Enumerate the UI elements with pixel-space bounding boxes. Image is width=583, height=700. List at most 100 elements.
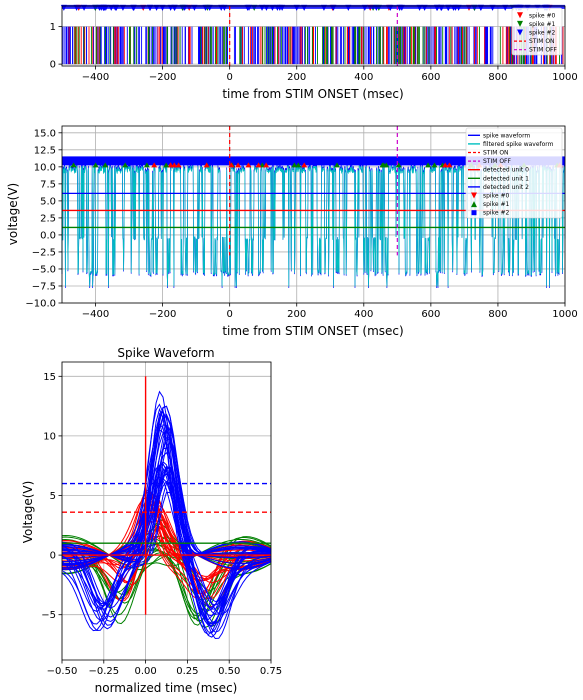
raster-ticks: −400 −200 0 200 400 600 800 1000 0 1	[50, 22, 578, 83]
spike-marker	[203, 162, 210, 168]
spike-marker	[245, 162, 252, 168]
spike-marker	[92, 162, 99, 168]
x-tick-label: 0.25	[176, 666, 198, 677]
spike-marker	[446, 162, 453, 168]
waveform-line	[61, 429, 272, 621]
spike-marker	[380, 162, 387, 168]
x-tick-label: −400	[82, 72, 109, 83]
legend-swatch	[517, 20, 523, 27]
waveform-traces	[61, 376, 272, 640]
spike-marker-band	[62, 156, 565, 166]
y-tick-label: 5.0	[40, 196, 56, 207]
y-tick-label: 12.5	[34, 145, 56, 156]
spike-marker	[151, 162, 158, 168]
waveform-ticks: −0.50 −0.25 0.00 0.25 0.50 0.75 −5 0 5 10 15	[41, 372, 282, 677]
legend-label: spike #1	[483, 201, 509, 208]
spike-marker	[70, 162, 77, 168]
y-tick-label: 1	[50, 22, 56, 33]
x-tick-label: 600	[421, 72, 440, 83]
y-tick-label: −5.0	[32, 264, 56, 275]
x-tick-label: 0.75	[260, 666, 282, 677]
legend-label: spike #2	[483, 210, 509, 217]
y-tick-label: 15.0	[34, 128, 56, 139]
spike-marker	[301, 162, 308, 168]
x-tick-label: 800	[488, 72, 507, 83]
y-tick-label: −5	[41, 610, 56, 621]
x-tick-label: 0.50	[218, 666, 240, 677]
legend-label: filtered spike waveform	[483, 141, 554, 148]
legend-swatch	[517, 12, 523, 19]
voltage-panel: −400 −200 0 200 400 600 800 1000 −10.0 −7.5 −5.0 −2…	[6, 125, 578, 338]
legend-swatch	[471, 192, 477, 199]
waveform-panel: −0.50 −0.25 0.00 0.25 0.50 0.75 −5 0 5 10 15 Spike…	[21, 346, 282, 695]
waveform-title: Spike Waveform	[117, 346, 214, 360]
legend-label: spike waveform	[483, 132, 530, 139]
waveform-line	[61, 464, 272, 615]
y-tick-label: 10	[43, 431, 56, 442]
y-tick-label: 0.0	[40, 230, 56, 241]
legend-label: detected unit 1	[483, 175, 529, 182]
waveform-line	[61, 407, 272, 624]
y-tick-label: −10.0	[25, 299, 56, 310]
x-tick-label: 400	[354, 72, 373, 83]
waveform-line	[62, 403, 272, 603]
spike-marker	[228, 162, 235, 168]
legend-label: spike #1	[529, 21, 555, 28]
spike-marker	[291, 162, 298, 168]
waveform-line	[61, 409, 272, 609]
y-tick-label: 0	[50, 551, 56, 562]
legend-label: STIM ON	[483, 150, 509, 157]
x-tick-label: −200	[149, 72, 176, 83]
x-tick-label: 400	[354, 309, 373, 320]
spike-marker	[431, 162, 438, 168]
legend-label: spike #0	[483, 193, 509, 200]
x-tick-label: −400	[82, 309, 109, 320]
waveform-line	[62, 463, 272, 612]
y-tick-label: 15	[43, 372, 56, 383]
spike-marker	[442, 162, 449, 168]
spike-marker	[295, 162, 302, 168]
waveform-line	[61, 480, 272, 610]
raster-xlabel: time from STIM ONSET (msec)	[222, 87, 403, 101]
y-tick-label: 5	[50, 491, 56, 502]
legend-box	[511, 7, 563, 56]
waveform-line	[62, 415, 272, 640]
legend-label: detected unit 0	[483, 167, 529, 174]
x-tick-label: 0	[226, 72, 232, 83]
x-tick-label: −200	[149, 309, 176, 320]
waveform-line	[61, 543, 272, 616]
waveform-line	[61, 405, 272, 632]
x-tick-label: 200	[287, 72, 306, 83]
y-tick-label: 7.5	[40, 179, 56, 190]
legend-label: STIM OFF	[529, 47, 558, 54]
spike-marker	[425, 162, 432, 168]
waveform-line	[61, 451, 272, 625]
spike-marker	[122, 162, 129, 168]
spike-marker	[143, 162, 150, 168]
spike-marker-band	[62, 4, 565, 9]
y-tick-label: −7.5	[32, 281, 56, 292]
spike-marker	[167, 162, 174, 168]
legend-label: spike #2	[529, 30, 555, 37]
x-tick-label: 1000	[552, 309, 577, 320]
spike-marker	[395, 162, 402, 168]
waveform-ylabel: Voltage(V)	[21, 481, 35, 544]
y-tick-label: −2.5	[32, 247, 56, 258]
spike-marker	[102, 162, 109, 168]
spike-marker	[163, 162, 170, 168]
voltage-ylabel: voltage(V)	[6, 183, 20, 245]
spike-marker	[235, 162, 242, 168]
raster-axes-frame	[61, 5, 566, 67]
spike-marker	[334, 162, 341, 168]
waveform-axes-frame	[61, 361, 272, 661]
y-tick-label: 2.5	[40, 213, 56, 224]
legend-swatch	[517, 29, 523, 36]
x-tick-label: 0.00	[134, 666, 156, 677]
x-tick-label: 1000	[552, 72, 577, 83]
spike-marker	[263, 162, 270, 168]
axes-frame	[61, 5, 566, 67]
waveform-line	[61, 505, 272, 601]
axes-frame	[61, 361, 272, 661]
